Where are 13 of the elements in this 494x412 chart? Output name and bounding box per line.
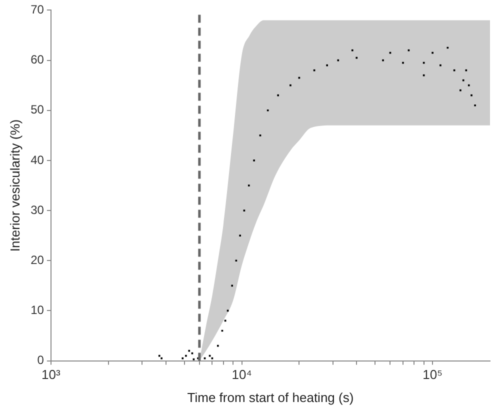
y-tick-label: 50 [30, 102, 44, 117]
x-tick-label: 10⁴ [232, 367, 252, 382]
y-tick-label: 10 [30, 303, 44, 318]
x-tick-label: 10⁵ [422, 367, 442, 382]
y-tick-label: 60 [30, 52, 44, 67]
y-tick-label: 20 [30, 252, 44, 267]
y-tick-label: 70 [30, 2, 44, 17]
y-axis-title: Interior vesicularity (%) [7, 119, 22, 252]
y-tick-label: 40 [30, 152, 44, 167]
y-tick-label: 30 [30, 202, 44, 217]
x-axis-title: Time from start of heating (s) [187, 390, 354, 405]
x-tick-label: 10³ [42, 367, 62, 382]
y-tick-label: 0 [37, 353, 44, 368]
